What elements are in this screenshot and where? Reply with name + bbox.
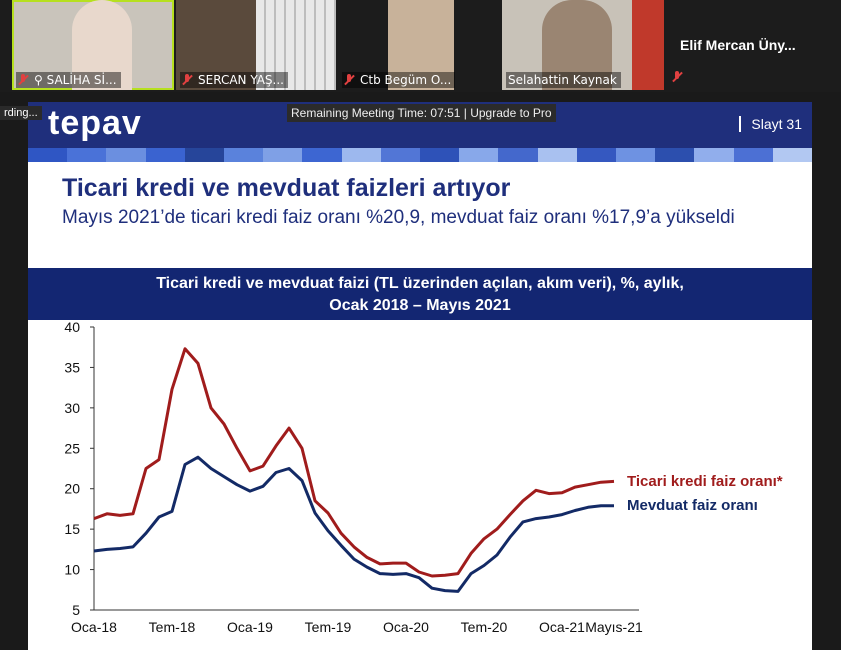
- video-feed: [256, 0, 336, 90]
- series-label: Mevduat faiz oranı: [627, 497, 758, 514]
- x-tick-label: Tem-18: [149, 619, 196, 635]
- chart-title-line-1: Ticari kredi ve mevduat faizi (TL üzerin…: [156, 275, 684, 292]
- y-tick-label: 20: [64, 481, 80, 497]
- y-tick-label: 40: [64, 320, 80, 335]
- video-feed: [72, 0, 132, 90]
- series-line-mevduat: [93, 455, 614, 593]
- participant-tile[interactable]: SERCAN YAŞ...: [176, 0, 336, 90]
- participant-strip: ⚲ SALİHA Sİ... SERCAN YAŞ... Ctb Begüm O…: [0, 0, 841, 92]
- participant-name: Ctb Begüm O...: [360, 73, 452, 87]
- series-line-ticari-kredi: [93, 347, 615, 578]
- x-tick-label: Oca-19: [227, 619, 273, 635]
- y-tick-label: 10: [64, 562, 80, 578]
- participant-name: Selahattin Kaynak: [508, 73, 617, 87]
- muted-mic-icon: [18, 74, 28, 86]
- slide-subtitle: Mayıs 2021’de ticari kredi faiz oranı %2…: [62, 207, 735, 228]
- participant-label: Ctb Begüm O...: [342, 72, 456, 88]
- x-tick-label: Tem-19: [305, 619, 352, 635]
- participant-tile[interactable]: Elif Mercan Üny...: [666, 0, 826, 90]
- video-feed: [388, 0, 454, 90]
- muted-mic-icon: [672, 71, 682, 83]
- y-tick-label: 15: [64, 521, 80, 537]
- x-tick-label: Oca-21: [539, 619, 585, 635]
- slide-number: Slayt 31: [739, 116, 802, 132]
- participant-name: SERCAN YAŞ...: [198, 73, 284, 87]
- x-tick-label: Mayıs-21: [585, 619, 643, 635]
- x-tick-label: Oca-18: [71, 619, 117, 635]
- muted-mic-icon: [344, 74, 354, 86]
- recording-indicator: rding...: [0, 106, 42, 120]
- shared-slide: tepav Slayt 31 Ticari kredi ve mevduat f…: [28, 102, 813, 650]
- y-tick-label: 35: [64, 359, 80, 375]
- flag-backdrop: [632, 0, 664, 90]
- participant-tile[interactable]: ⚲ SALİHA Sİ...: [12, 0, 174, 90]
- interest-rate-line-chart: 5 10 15 20 25 30 35 40 Oca-18 Tem-18 Oca-19 Tem-19 O…: [64, 320, 783, 635]
- tepav-logo: tepav: [48, 104, 142, 142]
- series-label: Ticari kredi faiz oranı*: [627, 473, 783, 490]
- y-tick-label: 25: [64, 440, 80, 456]
- participant-label: Selahattin Kaynak: [506, 72, 621, 88]
- muted-mic-icon: [182, 74, 192, 86]
- video-feed: [542, 0, 612, 90]
- y-tick-label: 30: [64, 400, 80, 416]
- chart-title-banner: Ticari kredi ve mevduat faizi (TL üzerin…: [28, 268, 812, 320]
- participant-label: SERCAN YAŞ...: [180, 72, 288, 88]
- meeting-timer-banner[interactable]: Remaining Meeting Time: 07:51 | Upgrade …: [287, 104, 556, 122]
- chart-title-line-2: Ocak 2018 – Mayıs 2021: [329, 297, 511, 314]
- x-tick-label: Tem-20: [461, 619, 508, 635]
- participant-label: ⚲ SALİHA Sİ...: [16, 72, 121, 88]
- pin-icon: ⚲: [34, 73, 47, 87]
- y-tick-label: 5: [72, 602, 80, 618]
- decorative-stripe: [28, 148, 813, 162]
- participant-name: Elif Mercan Üny...: [680, 37, 796, 53]
- participant-tile[interactable]: Selahattin Kaynak: [502, 0, 664, 90]
- participant-name: SALİHA Sİ...: [46, 73, 117, 87]
- x-tick-label: Oca-20: [383, 619, 429, 635]
- participant-label: [672, 68, 688, 86]
- slide-title: Ticari kredi ve mevduat faizleri artıyor: [62, 174, 511, 202]
- participant-tile[interactable]: Ctb Begüm O...: [338, 0, 500, 90]
